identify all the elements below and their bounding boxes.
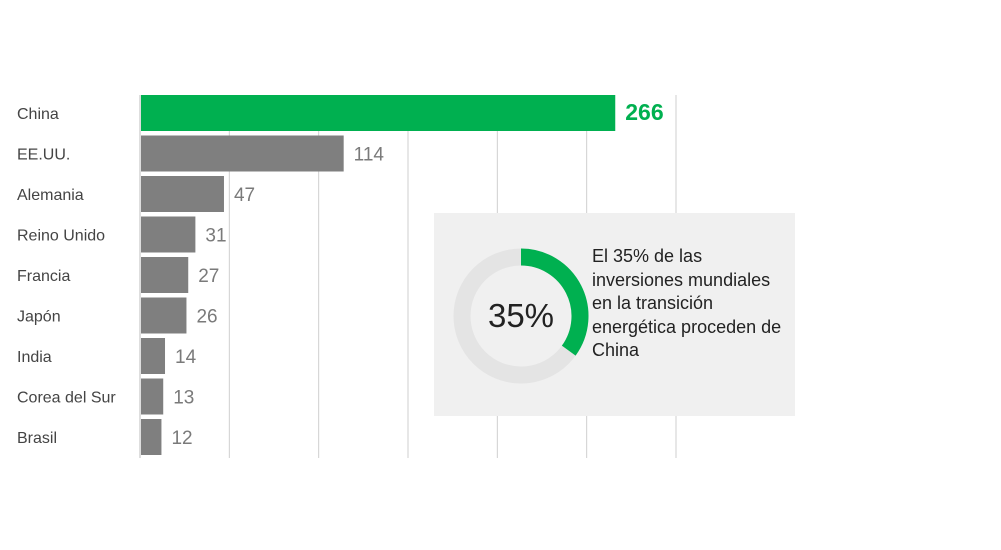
bar <box>141 338 166 374</box>
value-label: 12 <box>171 428 192 449</box>
category-label: Francia <box>17 268 70 285</box>
value-label: 47 <box>234 185 255 206</box>
donut-percent-label: 35% <box>487 297 555 334</box>
category-labels: China EE.UU. Alemania Reino Unido Francia Jap… <box>17 106 116 447</box>
value-labels: 266 114 47 31 27 26 14 13 12 <box>171 99 663 449</box>
category-label: Reino Unido <box>17 228 105 245</box>
bar <box>141 95 616 131</box>
category-label: Brasil <box>17 430 57 447</box>
callout-panel: 35% El 35% de las inversiones mundiales … <box>434 213 795 416</box>
value-label: 27 <box>198 266 219 287</box>
bars <box>141 95 616 455</box>
category-label: EE.UU. <box>17 147 70 164</box>
bar <box>141 419 162 455</box>
bar <box>141 216 196 253</box>
donut-arc <box>520 248 589 356</box>
bar <box>141 297 187 334</box>
category-label: Japón <box>17 309 61 326</box>
value-label: 13 <box>173 388 194 409</box>
category-label: China <box>17 106 59 123</box>
value-label: 31 <box>205 226 226 247</box>
category-label: India <box>17 349 52 366</box>
bar <box>141 257 189 293</box>
callout-text: El 35% de las inversiones mundiales en l… <box>592 246 782 360</box>
bar <box>141 378 164 415</box>
bar <box>141 135 344 172</box>
donut-chart <box>453 248 589 384</box>
category-label: Corea del Sur <box>17 390 116 407</box>
value-label: 114 <box>354 145 385 166</box>
value-label: 26 <box>196 307 217 328</box>
category-label: Alemania <box>17 187 84 204</box>
value-label: 266 <box>625 99 663 125</box>
bar <box>141 176 224 212</box>
value-label: 14 <box>175 347 197 368</box>
